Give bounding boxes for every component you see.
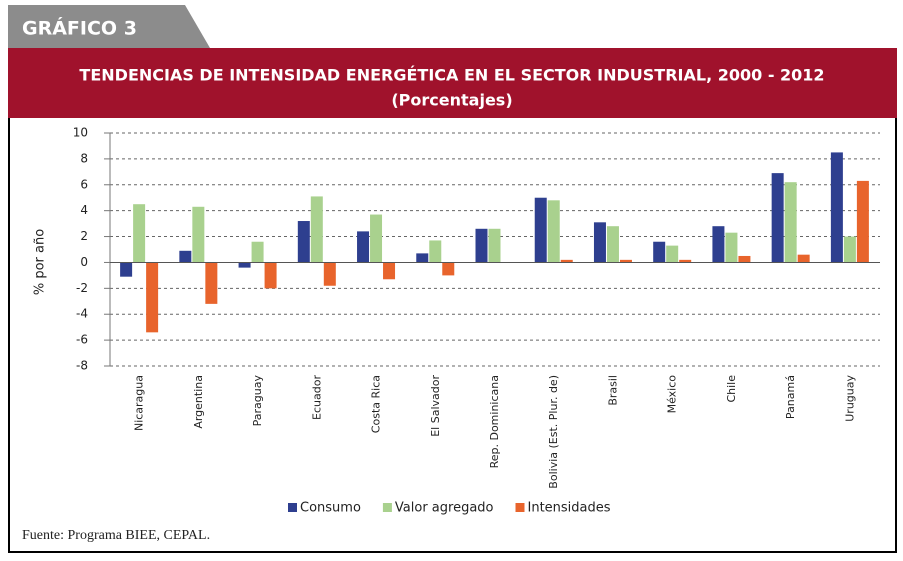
bar bbox=[843, 236, 856, 263]
y-axis-label: % por año bbox=[33, 229, 48, 295]
y-tick-label: 4 bbox=[80, 203, 88, 217]
bar bbox=[297, 221, 310, 263]
bar bbox=[534, 197, 547, 263]
bar bbox=[797, 254, 810, 263]
bar bbox=[725, 232, 738, 263]
bar bbox=[357, 231, 370, 263]
y-tick-label: 6 bbox=[80, 177, 88, 191]
bar bbox=[192, 206, 205, 263]
x-tick-label: Ecuador bbox=[310, 375, 323, 420]
y-tick-label: 2 bbox=[80, 229, 88, 243]
y-tick-label: 0 bbox=[80, 255, 88, 269]
bar bbox=[771, 173, 784, 263]
bar bbox=[475, 228, 488, 263]
x-tick-label: Costa Rica bbox=[370, 375, 383, 433]
frame bbox=[8, 118, 897, 553]
bar bbox=[251, 241, 264, 263]
source: Fuente: Programa BIEE, CEPAL. bbox=[22, 528, 210, 543]
y-tick-label: -6 bbox=[76, 333, 88, 347]
y-tick-label: -8 bbox=[76, 359, 88, 373]
bar bbox=[133, 204, 146, 263]
tab-label: GRÁFICO 3 bbox=[22, 17, 137, 40]
bar bbox=[429, 240, 442, 263]
x-tick-label: México bbox=[666, 375, 679, 414]
legend-label: Intensidades bbox=[528, 501, 611, 516]
bar bbox=[712, 226, 725, 263]
x-tick-label: Chile bbox=[725, 375, 738, 403]
x-tick-label: Uruguay bbox=[843, 375, 856, 422]
x-tick-label: Rep. Dominicana bbox=[488, 375, 501, 468]
x-tick-label: Bolivia (Est. Plur. de) bbox=[547, 375, 560, 489]
legend-label: Consumo bbox=[300, 501, 361, 516]
legend-label: Valor agregado bbox=[395, 501, 494, 516]
chart-title: TENDENCIAS DE INTENSIDAD ENERGÉTICA EN E… bbox=[79, 66, 824, 85]
bar bbox=[856, 180, 869, 263]
bar bbox=[679, 259, 692, 263]
bar bbox=[653, 241, 666, 263]
bar bbox=[310, 196, 323, 263]
bar bbox=[323, 262, 336, 286]
bar bbox=[370, 214, 383, 263]
x-tick-label: Panamá bbox=[784, 375, 797, 419]
bar bbox=[619, 259, 632, 263]
y-tick-label: 8 bbox=[80, 151, 88, 165]
bar bbox=[488, 228, 501, 263]
bar bbox=[146, 262, 159, 333]
x-tick-label: Nicaragua bbox=[133, 375, 146, 431]
legend-swatch bbox=[382, 503, 392, 512]
y-tick-label: 10 bbox=[73, 126, 88, 140]
banner bbox=[8, 48, 897, 118]
x-tick-label: Brasil bbox=[606, 375, 619, 406]
bar bbox=[547, 200, 560, 263]
bar bbox=[179, 250, 192, 263]
bar bbox=[830, 152, 843, 263]
chart-subtitle: (Porcentajes) bbox=[391, 91, 512, 110]
bar bbox=[238, 262, 251, 268]
bar bbox=[738, 255, 751, 263]
y-tick-label: -2 bbox=[76, 281, 88, 295]
bar bbox=[666, 245, 679, 263]
bar bbox=[593, 222, 606, 263]
bar bbox=[383, 262, 396, 280]
bar bbox=[264, 262, 277, 289]
y-tick-label: -4 bbox=[76, 307, 88, 321]
tab bbox=[8, 5, 210, 48]
bar bbox=[442, 262, 455, 276]
bar bbox=[606, 226, 619, 263]
bar bbox=[205, 262, 218, 304]
legend-swatch bbox=[515, 503, 525, 512]
legend-swatch bbox=[288, 503, 297, 512]
bar bbox=[784, 182, 797, 263]
x-tick-label: Paraguay bbox=[251, 375, 264, 427]
x-tick-label: El Salvador bbox=[429, 375, 442, 437]
bar bbox=[120, 262, 133, 277]
bar bbox=[416, 253, 429, 263]
bar bbox=[560, 259, 573, 263]
x-tick-label: Argentina bbox=[192, 375, 205, 429]
